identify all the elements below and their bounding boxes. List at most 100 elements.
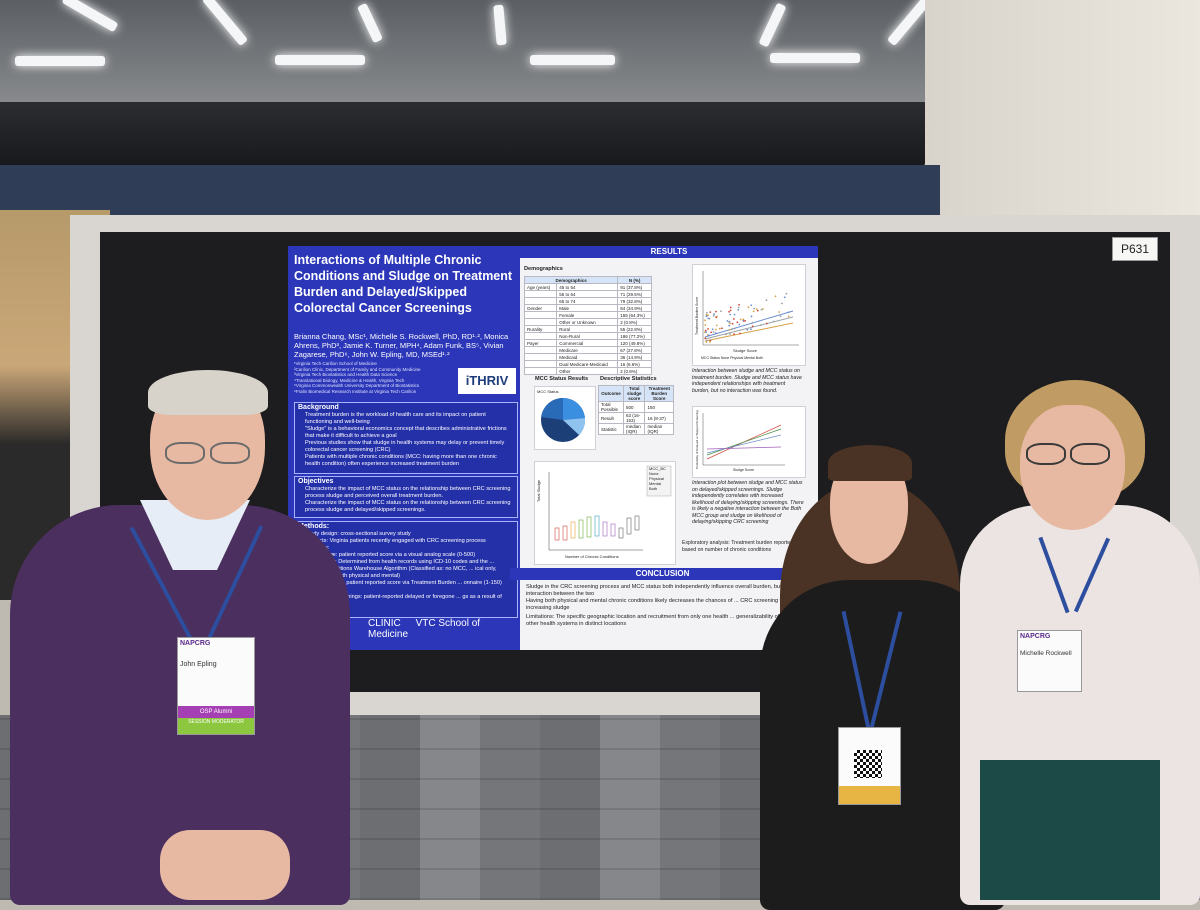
descriptive-heading: Descriptive Statistics bbox=[600, 376, 657, 382]
conclusion-heading: CONCLUSION bbox=[510, 568, 815, 580]
bullet: Total Sludge: patient reported score via… bbox=[305, 552, 476, 558]
table-cell bbox=[523, 297, 558, 305]
box-plot-box bbox=[602, 521, 608, 537]
pie-svg bbox=[541, 397, 586, 442]
scatter-point bbox=[765, 322, 768, 325]
bullet: Sludge in the CRC screening process and … bbox=[526, 584, 810, 597]
scatter-point bbox=[725, 333, 727, 336]
scatter-svg bbox=[702, 413, 785, 466]
right-wall bbox=[925, 0, 1200, 220]
scatter-point bbox=[709, 340, 711, 343]
scatter-point bbox=[760, 324, 762, 326]
table-cell: Other bbox=[556, 367, 619, 375]
badge-org: NAPCRG bbox=[1020, 633, 1051, 640]
scatter-point bbox=[707, 314, 709, 317]
table-row: Medicare 67 (27.8%) bbox=[523, 346, 652, 354]
table-cell: 186 (77.2%) bbox=[617, 332, 652, 340]
mcc-status-heading: MCC Status Results bbox=[535, 376, 589, 382]
table-cell: 84 (34.9%) bbox=[617, 304, 652, 312]
table-header: N (%) bbox=[617, 276, 652, 284]
bullet: MCC Status: Determined from health recor… bbox=[305, 559, 497, 579]
scatter-chart-treatment-burden: Sludge Score MCC Status None Physical Me… bbox=[692, 264, 806, 366]
scatter-point bbox=[760, 308, 763, 311]
scatter-point bbox=[772, 320, 775, 323]
hands bbox=[160, 830, 290, 900]
pie-slice bbox=[563, 397, 585, 420]
table-row: Total Possible 500 150 bbox=[597, 401, 674, 413]
scatter-point bbox=[707, 334, 710, 337]
caption-1: Interaction between sludge and MCC statu… bbox=[692, 368, 802, 394]
legend-item: None bbox=[649, 471, 659, 476]
table-row: Payer Commercial 120 (49.8%) bbox=[523, 339, 652, 347]
table-cell: Age (years) bbox=[523, 283, 558, 291]
bullet: "Sludge" is a behavioral economics conce… bbox=[305, 426, 507, 439]
badge-name: Michelle Rockwell bbox=[1020, 650, 1072, 657]
affiliation-line: ²Carilion Clinic, Department of Family a… bbox=[294, 366, 421, 372]
scatter-point bbox=[705, 315, 708, 318]
bullet: Having both physical and mental chronic … bbox=[526, 598, 790, 611]
table-row: Female 155 (64.3%) bbox=[523, 311, 652, 319]
scatter-point bbox=[721, 327, 723, 330]
bullet: Patients with multiple chronic condition… bbox=[305, 454, 497, 467]
scatter-point bbox=[731, 322, 734, 325]
legend-title: MCC_BC bbox=[649, 466, 666, 471]
boxplot-svg bbox=[548, 465, 672, 551]
table-cell: 55 (22.8%) bbox=[617, 325, 652, 333]
table-cell: 65 to 74 bbox=[556, 297, 619, 305]
table-cell: 67 (27.8%) bbox=[617, 346, 652, 354]
table-cell: 150 bbox=[644, 401, 674, 413]
scatter1-legend: MCC Status None Physical Mental Both bbox=[701, 355, 763, 362]
table-row: Result 63 (16-153) 16 (8-37) bbox=[597, 412, 674, 424]
table-row: Dual Medicare-Medicaid 16 (6.6%) bbox=[523, 360, 652, 368]
legend-item: Both bbox=[649, 486, 658, 491]
table-cell: 500 bbox=[623, 401, 646, 413]
head bbox=[1020, 405, 1125, 530]
glasses-right-lens bbox=[1070, 443, 1110, 465]
scatter-point bbox=[729, 322, 731, 325]
ceiling-light bbox=[530, 55, 615, 65]
poster-authors: Brianna Chang, MSc¹, Michelle S. Rockwel… bbox=[294, 332, 509, 359]
pie-slice bbox=[541, 397, 563, 420]
table-row: Other or Unknown 2 (0.8%) bbox=[523, 318, 652, 326]
gray-hair bbox=[148, 370, 268, 415]
pie-slice bbox=[563, 418, 586, 435]
badge-ribbon: SESSION MODERATOR bbox=[178, 718, 254, 734]
scatter-point bbox=[718, 327, 721, 330]
legend-item: MCC Status bbox=[701, 356, 720, 360]
legend-item: Both bbox=[755, 356, 763, 360]
scatter-point bbox=[751, 325, 754, 328]
ceiling-light bbox=[15, 56, 105, 66]
table-cell: Non-Rural bbox=[556, 332, 619, 340]
table-cell bbox=[523, 311, 558, 319]
scatter-point bbox=[728, 324, 731, 327]
scatter-point bbox=[710, 331, 712, 334]
table-header: Total sludge score bbox=[623, 385, 646, 402]
badge-ribbon: OSP Alumni bbox=[178, 706, 254, 718]
bullet: Study design: cross-sectional survey stu… bbox=[305, 531, 411, 537]
scatter2-y-label: Probability of Delayed or Skipped Screen… bbox=[695, 410, 699, 469]
scatter-point bbox=[729, 313, 732, 316]
bullet: Characterize the impact of MCC status on… bbox=[305, 486, 511, 499]
table-header-row: Demographics N (%) bbox=[523, 276, 652, 284]
black-curtain bbox=[0, 102, 925, 172]
caption-2: Interaction plot between sludge and MCC … bbox=[692, 480, 804, 525]
box-plot-box bbox=[626, 517, 632, 535]
table-cell: 155 (64.3%) bbox=[617, 311, 652, 319]
table-cell: Gender bbox=[523, 304, 558, 312]
scatter-point bbox=[774, 295, 777, 298]
scatter-point bbox=[755, 308, 758, 310]
ceiling-light bbox=[357, 2, 383, 44]
bullet: Subjects: Virginia patients recently eng… bbox=[305, 538, 486, 544]
table-cell: Male bbox=[556, 304, 619, 312]
scatter-point bbox=[704, 329, 707, 332]
conclusion-text: Sludge in the CRC screening process and … bbox=[526, 584, 816, 628]
scatter-point bbox=[705, 341, 708, 343]
results-heading: RESULTS bbox=[520, 246, 818, 258]
glasses-left-lens bbox=[165, 442, 205, 464]
trend-line bbox=[706, 446, 782, 450]
glasses-left-lens bbox=[1026, 443, 1066, 465]
trend-line bbox=[704, 322, 794, 342]
ceiling-light bbox=[770, 53, 860, 63]
affiliation-line: ⁶Fralin Biomedical Research Institute at… bbox=[294, 388, 417, 394]
scatter-point bbox=[705, 339, 708, 342]
